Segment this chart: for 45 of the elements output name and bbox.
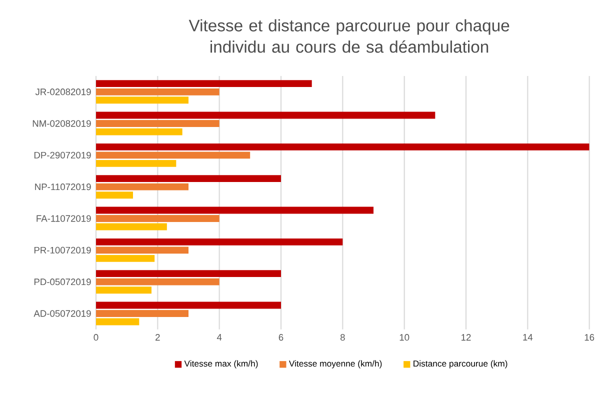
bar xyxy=(96,96,189,104)
bar xyxy=(96,246,189,254)
x-tick-label: 2 xyxy=(156,334,160,341)
x-tick-label: 16 xyxy=(584,334,594,341)
y-tick-label: NP-11072019 xyxy=(35,184,91,190)
bar xyxy=(96,286,152,294)
y-tick-label: DP-29072019 xyxy=(34,152,91,158)
chart-title: Vitesse et distance parcourue pour chaque individu au cours de sa déambulation xyxy=(188,19,510,53)
bar xyxy=(96,88,220,96)
y-tick-label: JR-02082019 xyxy=(35,88,91,96)
bar xyxy=(96,238,343,246)
bar xyxy=(96,223,167,230)
bar xyxy=(96,270,282,278)
bar xyxy=(96,112,436,119)
bar xyxy=(96,80,312,88)
x-tick-label: 4 xyxy=(216,334,222,340)
x-tick-label: 6 xyxy=(278,334,284,341)
bar xyxy=(96,143,590,150)
bar xyxy=(96,120,220,127)
bar xyxy=(96,183,189,190)
legend-label: Vitesse moyenne (km/h) xyxy=(288,360,382,368)
bar xyxy=(96,128,182,136)
bar xyxy=(96,215,220,222)
bar xyxy=(96,302,282,309)
bar xyxy=(96,254,155,262)
y-tick-label: AD-05072019 xyxy=(34,310,91,317)
bar xyxy=(96,206,374,214)
bar xyxy=(96,310,189,317)
bar xyxy=(96,278,220,286)
bar xyxy=(96,175,282,182)
x-tick-label: 10 xyxy=(400,334,410,341)
legend-label: Distance parcourue (km) xyxy=(414,360,508,368)
legend-label: Vitesse max (km/h) xyxy=(184,360,258,368)
x-tick-label: 14 xyxy=(523,334,533,340)
y-tick-label: FA-11072019 xyxy=(36,215,91,222)
y-tick-label: PD-05072019 xyxy=(34,278,91,286)
bar xyxy=(96,318,140,326)
x-tick-label: 0 xyxy=(94,334,98,341)
x-tick-label: 12 xyxy=(462,334,471,341)
bar xyxy=(96,192,134,199)
y-tick-label: PR-10072019 xyxy=(34,246,91,254)
bar xyxy=(96,160,176,167)
bar xyxy=(96,152,250,159)
x-tick-label: 8 xyxy=(340,334,345,341)
y-tick-label: NM-02082019 xyxy=(32,120,91,127)
